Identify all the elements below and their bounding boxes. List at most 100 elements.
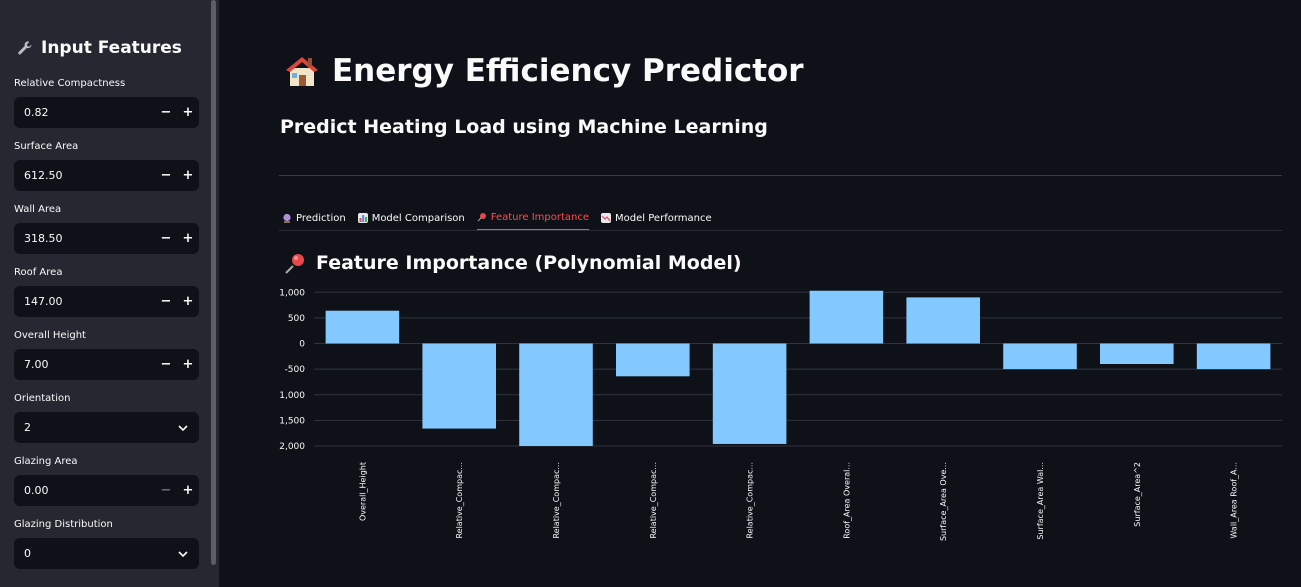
relative-compactness-input[interactable]: 0.82 − + [14,97,199,128]
tab-underline [279,230,1282,231]
glazing-distribution-select[interactable]: 0 [14,538,199,569]
increment-button[interactable]: + [182,357,194,372]
x-tick-label: Relative_Compac... [746,462,755,539]
number-value[interactable]: 0.82 [24,106,49,119]
field-orientation: Orientation 2 [14,392,199,443]
field-label: Surface Area [14,141,79,152]
tab-feature-importance[interactable]: Feature Importance [476,205,590,231]
number-value[interactable]: 147.00 [24,295,63,308]
increment-button[interactable]: + [182,105,194,120]
tab-label: Model Comparison [371,212,465,224]
select-value: 2 [24,421,31,434]
orientation-select[interactable]: 2 [14,412,199,443]
feature-importance-chart: 1,000 500 0 -500 -1,000 -1,500 -2,000 Overall_… [279,288,1282,541]
chevron-down-icon[interactable] [177,548,189,560]
x-tick-label: Surface_Area^2 [1133,462,1142,527]
number-value[interactable]: 7.00 [24,358,49,371]
bar[interactable] [325,310,400,344]
sidebar-scrollbar[interactable] [211,0,216,565]
wall-area-input[interactable]: 318.50 − + [14,223,199,254]
surface-area-input[interactable]: 612.50 − + [14,160,199,191]
decrement-button[interactable]: − [160,105,172,120]
bar[interactable] [1003,343,1077,370]
bar[interactable] [712,343,787,444]
number-value[interactable]: 0.00 [24,484,49,497]
number-value[interactable]: 318.50 [24,232,63,245]
select-value: 0 [24,547,31,560]
sidebar-title-text: Input Features [41,38,182,58]
page-title-text: Energy Efficiency Predictor [332,53,804,89]
tab-prediction[interactable]: Prediction [282,205,346,231]
pushpin-icon [477,213,486,222]
y-tick-label: -1,500 [279,416,305,426]
overall-height-input[interactable]: 7.00 − + [14,349,199,380]
glazing-area-input[interactable]: 0.00 − + [14,475,199,506]
field-overall-height: Overall Height 7.00 − + [14,329,199,380]
field-label: Orientation [14,393,71,404]
y-tick-label: 500 [288,314,305,324]
y-tick-label: -500 [285,365,306,375]
tab-label: Prediction [296,212,346,224]
y-tick-label: 1,000 [279,288,305,298]
bar[interactable] [906,297,980,344]
bar[interactable] [616,343,690,377]
decrement-button[interactable]: − [160,357,172,372]
field-wall-area: Wall Area 318.50 − + [14,203,199,254]
field-glazing-distribution: Glazing Distribution 0 [14,518,199,569]
wrench-icon [18,41,32,55]
y-tick-label: 0 [299,340,305,350]
sidebar: Input Features Relative Compactness 0.82… [0,0,219,587]
trend-chart-icon [601,213,612,223]
tab-label: Model Performance [615,212,712,224]
x-tick-label: Surface_Area Ove... [939,462,948,541]
decrement-button[interactable]: − [160,231,172,246]
crystal-ball-icon [283,213,291,223]
section-heading: Feature Importance (Polynomial Model) [284,252,742,274]
decrement-button[interactable]: − [160,168,172,183]
field-label: Relative Compactness [14,78,126,89]
field-label: Glazing Distribution [14,519,113,530]
increment-button[interactable]: + [182,168,194,183]
field-surface-area: Surface Area 612.50 − + [14,140,199,191]
field-label: Roof Area [14,267,63,278]
y-tick-label: -2,000 [279,442,305,452]
bar-chart-icon [357,213,368,223]
bar[interactable] [1196,343,1271,370]
field-roof-area: Roof Area 147.00 − + [14,266,199,317]
x-tick-label: Relative_Compac... [649,462,658,539]
roof-area-input[interactable]: 147.00 − + [14,286,199,317]
field-label: Glazing Area [14,456,78,467]
increment-button[interactable]: + [182,231,194,246]
field-glazing-area: Glazing Area 0.00 − + [14,455,199,506]
bar[interactable] [422,343,496,429]
chevron-down-icon[interactable] [177,422,189,434]
x-tick-label: Overall_Height [358,462,367,521]
x-tick-label: Roof_Area Overal... [842,462,851,539]
bar[interactable] [519,343,593,447]
x-tick-label: Relative_Compac... [455,462,464,539]
pushpin-icon [285,254,304,274]
tab-label: Feature Importance [490,211,590,223]
tab-bar: Prediction Model Comparison Feature Impo… [282,205,712,231]
y-tick-label: -1,000 [279,391,305,401]
divider [279,175,1282,176]
field-label: Overall Height [14,330,86,341]
field-label: Wall Area [14,204,62,215]
decrement-button[interactable]: − [160,483,172,498]
field-relative-compactness: Relative Compactness 0.82 − + [14,77,199,128]
number-value[interactable]: 612.50 [24,169,63,182]
x-tick-label: Relative_Compac... [552,462,561,539]
tab-model-performance[interactable]: Model Performance [601,205,712,231]
bar[interactable] [809,290,884,344]
x-tick-label: Wall_Area Roof_A... [1230,462,1239,538]
section-heading-text: Feature Importance (Polynomial Model) [316,252,742,274]
bar[interactable] [1100,343,1174,365]
x-tick-label: Surface_Area Wal... [1036,462,1045,540]
page-subtitle: Predict Heating Load using Machine Learn… [280,116,768,138]
increment-button[interactable]: + [182,483,194,498]
increment-button[interactable]: + [182,294,194,309]
page-title: Energy Efficiency Predictor [284,53,804,89]
house-icon [286,57,318,86]
decrement-button[interactable]: − [160,294,172,309]
tab-model-comparison[interactable]: Model Comparison [357,205,465,231]
